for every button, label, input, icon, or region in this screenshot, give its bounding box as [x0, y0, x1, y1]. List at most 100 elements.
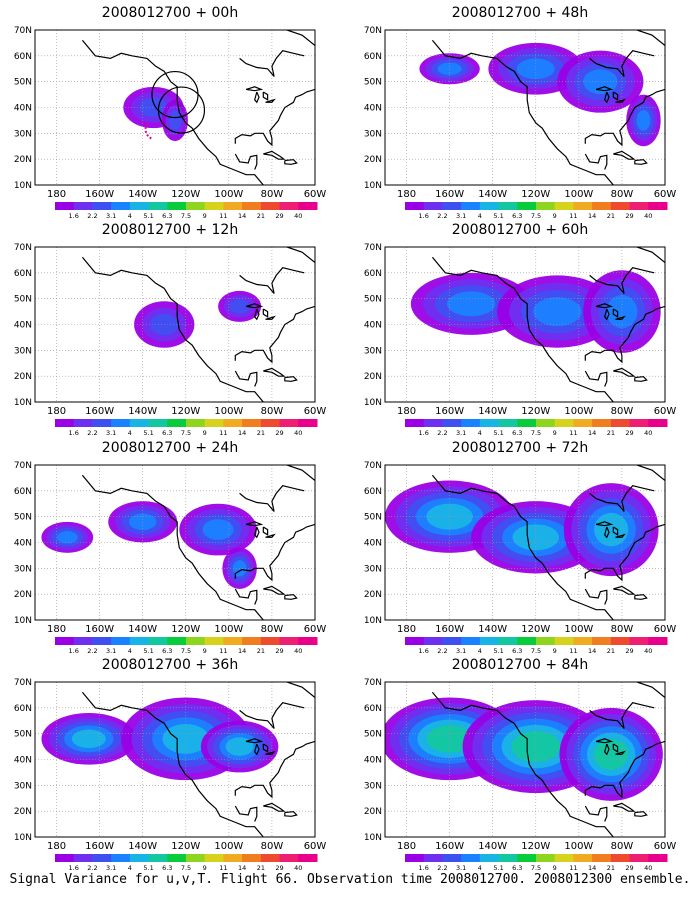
- latitude-label: 60N: [364, 52, 382, 62]
- longitude-label: 160W: [85, 841, 114, 852]
- longitude-label: 120W: [171, 624, 200, 635]
- figure-caption: Signal Variance for u,v,T. Flight 66. Ob…: [9, 872, 691, 887]
- colorbar-label: 21: [257, 864, 265, 872]
- coastline: [613, 802, 636, 812]
- longitude-label: 160W: [435, 406, 464, 417]
- map-frame: [34, 246, 316, 403]
- flight-track: [144, 122, 152, 140]
- panel-title: 2008012700 + 72h: [451, 440, 589, 456]
- colorbar-swatch: [298, 854, 318, 862]
- colorbar-swatch: [498, 202, 518, 210]
- panel-title: 2008012700 + 36h: [101, 657, 239, 673]
- colorbar-swatch: [517, 202, 537, 210]
- colorbar-swatch: [260, 202, 281, 210]
- colorbar-swatch: [242, 637, 262, 645]
- latitude-label: 10N: [14, 181, 32, 191]
- coastline: [615, 98, 626, 103]
- coastline: [234, 88, 315, 147]
- coastline: [81, 256, 265, 402]
- colorbar-label: 2.2: [87, 864, 97, 872]
- colorbar-swatch: [648, 202, 668, 210]
- longitude-label: 60W: [304, 406, 327, 417]
- map-panel: 2008012700 + 12h 70N 60N 50N 40N 30N 20N 10N 180…: [0, 222, 340, 437]
- colorbar-swatch: [279, 202, 299, 210]
- variance-contour: [437, 62, 462, 75]
- coastline: [239, 267, 305, 294]
- colorbar-label: 4: [478, 647, 482, 655]
- colorbar-label: 6.3: [162, 212, 172, 220]
- colorbar-label: 6.3: [512, 429, 522, 437]
- colorbar-label: 40: [294, 429, 302, 437]
- latitude-label: 40N: [364, 539, 382, 549]
- latitude-label: 60N: [364, 269, 382, 279]
- longitude-label: 60W: [304, 841, 327, 852]
- colorbar-label: 21: [607, 647, 615, 655]
- variance-contour: [426, 725, 473, 753]
- longitude-label: 80W: [261, 841, 284, 852]
- latitude-label: 40N: [364, 321, 382, 331]
- latitude-label: 40N: [14, 321, 32, 331]
- coastline: [265, 750, 276, 755]
- coastline: [234, 370, 258, 387]
- coastline: [265, 98, 276, 103]
- colorbar-swatch: [129, 854, 150, 862]
- colorbar-swatch: [92, 854, 112, 862]
- map-panel: 2008012700 + 36h 70N 60N 50N 40N 30N 20N 10N 180…: [0, 657, 340, 872]
- variance-contour: [511, 731, 561, 763]
- coastline: [254, 743, 260, 756]
- colorbar-swatch: [573, 854, 593, 862]
- latitude-label: 70N: [364, 26, 382, 36]
- coastline: [234, 153, 258, 170]
- latitude-label: 50N: [364, 78, 382, 88]
- coastline: [636, 465, 665, 481]
- coastline: [263, 802, 286, 812]
- colorbar-label: 9: [203, 864, 207, 872]
- longitude-label: 60W: [654, 189, 677, 200]
- latitude-label: 70N: [14, 26, 32, 36]
- longitude-label: 120W: [521, 406, 550, 417]
- map-frame: [384, 246, 666, 403]
- map-panel: 2008012700 + 24h 70N 60N 50N 40N 30N 20N 10N 180…: [0, 440, 340, 655]
- colorbar-swatch: [648, 637, 668, 645]
- longitude-label: 100W: [564, 841, 593, 852]
- panel-title: 2008012700 + 12h: [101, 222, 239, 238]
- colorbar-swatch: [423, 202, 443, 210]
- latitude-label: 70N: [364, 678, 382, 688]
- coastline: [634, 811, 648, 817]
- latitude-label: 60N: [364, 487, 382, 497]
- longitude-label: 80W: [261, 406, 284, 417]
- colorbar-label: 40: [294, 647, 302, 655]
- coastline: [613, 585, 636, 595]
- colorbar-swatch: [479, 854, 500, 862]
- colorbar-swatch: [111, 202, 131, 210]
- map-panel: 2008012700 + 84h 70N 60N 50N 40N 30N 20N 10N 180…: [350, 657, 690, 872]
- colorbar-label: 14: [238, 864, 246, 872]
- colorbar-label: 3.1: [106, 429, 116, 437]
- panel-title: 2008012700 + 24h: [101, 440, 239, 456]
- colorbar-swatch: [610, 854, 631, 862]
- coastline: [636, 247, 665, 263]
- coastline: [286, 682, 315, 698]
- colorbar-swatch: [148, 202, 168, 210]
- map-panel: 2008012700 + 48h 70N 60N 50N 40N 30N 20N 10N 180…: [350, 5, 690, 220]
- colorbar-label: 6.3: [512, 212, 522, 220]
- panel-title: 2008012700 + 00h: [101, 5, 239, 21]
- colorbar-label: 4: [128, 647, 132, 655]
- variance-contour: [128, 513, 157, 531]
- map-frame: [384, 29, 666, 186]
- colorbar-label: 4: [478, 212, 482, 220]
- colorbar-swatch: [129, 202, 150, 210]
- colorbar-label: 7.5: [531, 429, 541, 437]
- colorbar-label: 14: [238, 647, 246, 655]
- colorbar-label: 21: [607, 212, 615, 220]
- longitude-label: 140W: [128, 624, 157, 635]
- colorbar-label: 40: [294, 864, 302, 872]
- colorbar-label: 1.6: [69, 647, 79, 655]
- latitude-label: 50N: [364, 730, 382, 740]
- colorbar-label: 21: [257, 429, 265, 437]
- colorbar-label: 1.6: [419, 864, 429, 872]
- colorbar-swatch: [423, 637, 443, 645]
- longitude-label: 160W: [85, 624, 114, 635]
- colorbar-label: 40: [294, 212, 302, 220]
- colorbar-swatch: [73, 637, 93, 645]
